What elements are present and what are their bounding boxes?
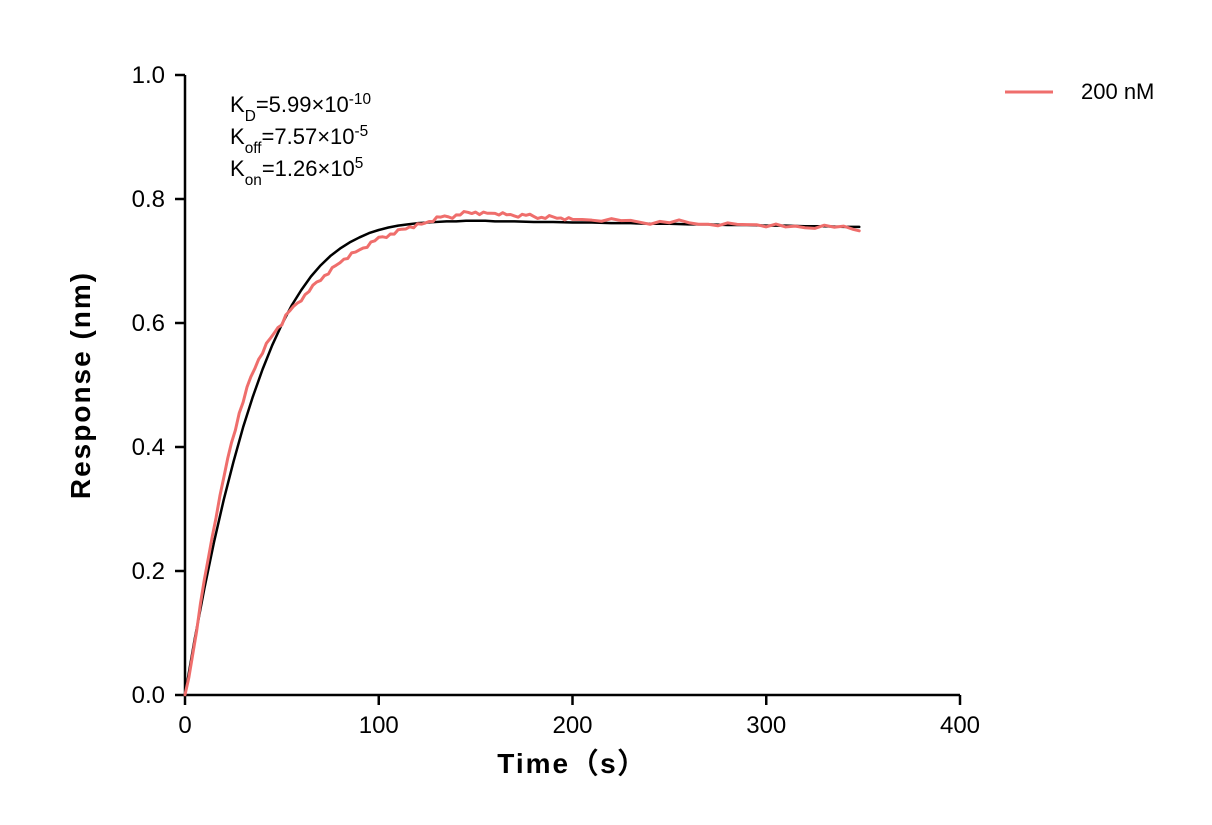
x-tick-label: 200 <box>552 712 592 739</box>
y-tick-label: 0.0 <box>132 682 165 709</box>
x-axis-title: Time（s） <box>497 747 647 779</box>
y-tick-label: 0.8 <box>132 186 165 213</box>
y-tick-label: 0.2 <box>132 558 165 585</box>
chart-background <box>0 0 1212 825</box>
y-tick-label: 0.4 <box>132 434 165 461</box>
legend-label: 200 nM <box>1081 79 1154 104</box>
binding-kinetics-chart: 0 100 200 300 400 0.0 0.2 0.4 0.6 0.8 1.0 Time（s） Re… <box>0 0 1212 825</box>
y-axis-title: Response (nm) <box>65 271 96 499</box>
x-tick-label: 400 <box>940 712 980 739</box>
y-tick-label: 0.6 <box>132 310 165 337</box>
x-tick-label: 100 <box>359 712 399 739</box>
x-tick-label: 0 <box>178 712 191 739</box>
x-tick-label: 300 <box>746 712 786 739</box>
y-tick-label: 1.0 <box>132 62 165 89</box>
chart-svg: 0 100 200 300 400 0.0 0.2 0.4 0.6 0.8 1.0 Time（s） Re… <box>0 0 1212 825</box>
